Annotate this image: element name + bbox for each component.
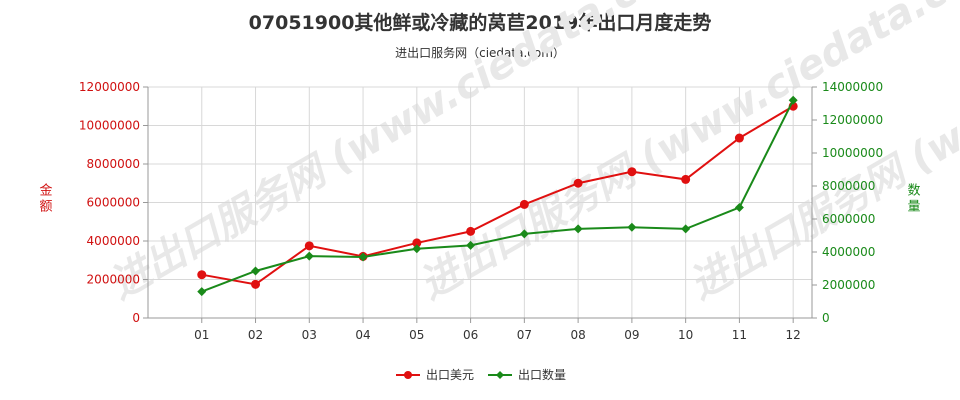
y-left-axis-title: 金额: [39, 183, 52, 215]
y-left-axis-title-char: 金: [39, 183, 52, 199]
y-right-axis-title: 数量: [907, 184, 920, 215]
series-layer: [197, 95, 798, 297]
x-tick-label: 10: [678, 328, 693, 342]
chart-subtitle: 进出口服务网（ciedata.com）: [395, 46, 565, 60]
y-left-tick-label: 6000000: [87, 196, 140, 210]
x-tick-label: 01: [194, 328, 209, 342]
x-tick-label: 09: [624, 328, 639, 342]
axes: 0200000040000006000000800000010000000120…: [39, 80, 920, 342]
data-point-quantity: [788, 95, 798, 105]
x-tick-label: 05: [409, 328, 424, 342]
data-point-amount: [681, 174, 691, 184]
data-point-amount: [466, 226, 476, 236]
y-right-axis-title-char: 量: [907, 200, 920, 215]
data-point-quantity: [627, 222, 637, 232]
data-point-amount: [573, 178, 583, 188]
x-tick-label: 07: [517, 328, 532, 342]
y-left-tick-label: 8000000: [87, 157, 140, 171]
y-right-tick-label: 4000000: [822, 245, 875, 259]
y-right-axis-title-char: 数: [907, 184, 920, 199]
y-right-tick-label: 0: [822, 311, 830, 325]
y-left-tick-label: 10000000: [79, 119, 140, 133]
data-point-amount: [734, 133, 744, 143]
legend-swatch-marker: [496, 371, 504, 379]
y-right-tick-label: 8000000: [822, 179, 875, 193]
data-point-quantity: [573, 224, 583, 234]
data-point-quantity: [197, 287, 207, 297]
data-point-amount: [519, 199, 529, 209]
x-tick-label: 03: [302, 328, 317, 342]
x-tick-label: 08: [570, 328, 585, 342]
y-left-tick-label: 4000000: [87, 234, 140, 248]
y-right-tick-label: 6000000: [822, 212, 875, 226]
legend-swatch-marker: [404, 371, 412, 379]
y-right-tick-label: 2000000: [822, 278, 875, 292]
chart-title: 07051900其他鲜或冷藏的莴苣2019年出口月度走势: [248, 12, 712, 34]
x-tick-label: 06: [463, 328, 478, 342]
data-point-amount: [197, 270, 207, 280]
y-left-tick-label: 0: [132, 311, 140, 325]
y-right-tick-label: 10000000: [822, 146, 883, 160]
x-tick-label: 04: [355, 328, 370, 342]
legend-label: 出口美元: [426, 368, 474, 382]
x-tick-label: 11: [732, 328, 747, 342]
data-point-amount: [304, 241, 314, 251]
legend: 出口美元 出口数量: [396, 367, 566, 382]
data-point-amount: [251, 279, 261, 289]
data-point-quantity: [251, 266, 261, 276]
data-point-amount: [412, 238, 422, 248]
y-left-tick-label: 12000000: [79, 80, 140, 94]
data-point-quantity: [304, 251, 314, 261]
data-point-quantity: [681, 224, 691, 234]
x-tick-label: 12: [786, 328, 801, 342]
x-tick-label: 02: [248, 328, 263, 342]
data-point-quantity: [466, 240, 476, 250]
series-line-1: [201, 105, 794, 286]
y-right-tick-label: 14000000: [822, 80, 883, 94]
data-point-amount: [627, 167, 637, 177]
data-point-quantity: [412, 244, 422, 254]
y-right-tick-label: 12000000: [822, 113, 883, 127]
legend-label: 出口数量: [518, 367, 566, 382]
series-line-2: [201, 99, 795, 293]
y-left-axis-title-char: 额: [39, 200, 52, 215]
data-point-quantity: [734, 202, 744, 212]
data-point-quantity: [519, 229, 529, 239]
data-point-quantity: [358, 252, 368, 262]
y-left-tick-label: 2000000: [87, 273, 140, 287]
